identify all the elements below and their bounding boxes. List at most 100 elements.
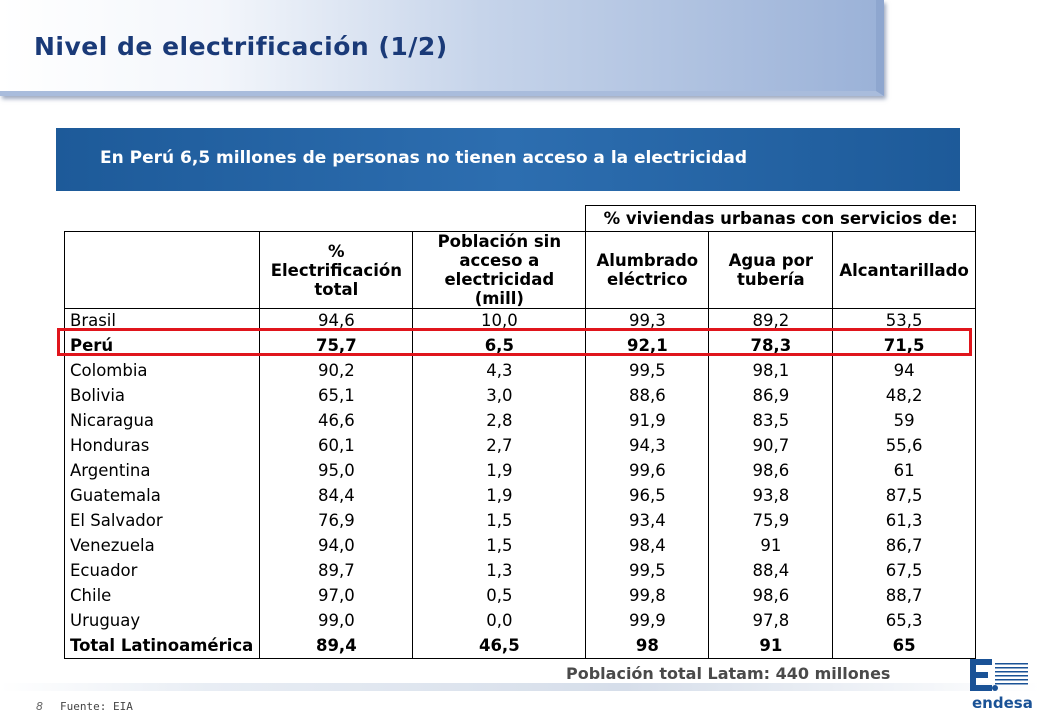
cell-water: 88,4 [708, 558, 834, 584]
cell-electrification: 84,4 [259, 483, 414, 509]
endesa-logo-mark-icon [970, 659, 1028, 691]
cell-country: Uruguay [63, 608, 261, 634]
cell-population: 46,5 [412, 633, 587, 659]
title-banner: Nivel de electrificación (1/2) [0, 0, 884, 96]
table-row: Brasil 94,6 10,0 99,3 89,2 53,5 [63, 308, 976, 334]
cell-water: 98,6 [708, 583, 834, 609]
cell-lighting: 99,6 [585, 458, 710, 484]
cell-water: 91 [708, 633, 834, 659]
page-number: 8 [36, 700, 43, 713]
cell-lighting: 99,8 [585, 583, 710, 609]
cell-sewer: 67,5 [832, 558, 976, 584]
cell-sewer: 65 [832, 633, 976, 659]
cell-electrification: 75,7 [259, 333, 414, 359]
cell-country: Ecuador [63, 558, 261, 584]
cell-water: 93,8 [708, 483, 834, 509]
header-water: Agua por tubería [708, 231, 834, 309]
header-population: Población sin acceso a electricidad (mil… [412, 231, 587, 309]
cell-lighting: 98,4 [585, 533, 710, 559]
cell-country: Total Latinoamérica [63, 633, 261, 659]
cell-population: 0,5 [412, 583, 587, 609]
header-electrification: % Electrificación total [259, 231, 414, 309]
table-row: Argentina 95,0 1,9 99,6 98,6 61 [63, 458, 976, 484]
cell-country: Venezuela [63, 533, 261, 559]
cell-electrification: 89,4 [259, 633, 414, 659]
cell-lighting: 98 [585, 633, 710, 659]
cell-lighting: 99,5 [585, 558, 710, 584]
table-row: Honduras 60,1 2,7 94,3 90,7 55,6 [63, 433, 976, 459]
cell-water: 90,7 [708, 433, 834, 459]
header-water-label: Agua por tubería [728, 251, 814, 289]
cell-country: Chile [63, 583, 261, 609]
headline-text: En Perú 6,5 millones de personas no tien… [100, 148, 748, 168]
cell-water: 78,3 [708, 333, 834, 359]
table-row: Colombia 90,2 4,3 99,5 98,1 94 [63, 358, 976, 384]
cell-sewer: 61,3 [832, 508, 976, 534]
cell-electrification: 95,0 [259, 458, 414, 484]
table-row: El Salvador 76,9 1,5 93,4 75,9 61,3 [63, 508, 976, 534]
page-title: Nivel de electrificación (1/2) [34, 32, 448, 61]
table-row: Venezuela 94,0 1,5 98,4 91 86,7 [63, 533, 976, 559]
cell-lighting: 88,6 [585, 383, 710, 409]
blank-cell [65, 206, 260, 232]
cell-lighting: 93,4 [585, 508, 710, 534]
group-header: % viviendas urbanas con servicios de: [585, 205, 976, 232]
cell-population: 10,0 [412, 308, 587, 334]
cell-sewer: 61 [832, 458, 976, 484]
cell-electrification: 65,1 [259, 383, 414, 409]
cell-population: 6,5 [412, 333, 587, 359]
cell-population: 0,0 [412, 608, 587, 634]
cell-lighting: 99,3 [585, 308, 710, 334]
table-row: Total Latinoamérica 89,4 46,5 98 91 65 [63, 633, 976, 659]
table-row: Perú 75,7 6,5 92,1 78,3 71,5 [63, 333, 976, 359]
cell-country: Colombia [63, 358, 261, 384]
cell-lighting: 94,3 [585, 433, 710, 459]
cell-electrification: 46,6 [259, 408, 414, 434]
cell-electrification: 94,0 [259, 533, 414, 559]
cell-water: 98,6 [708, 458, 834, 484]
cell-population: 1,9 [412, 458, 587, 484]
cell-sewer: 48,2 [832, 383, 976, 409]
endesa-logo: endesa [962, 655, 1033, 715]
cell-population: 1,5 [412, 508, 587, 534]
table-body: Brasil 94,6 10,0 99,3 89,2 53,5 Perú 75,7 6,5 92,… [63, 308, 976, 659]
cell-country: Argentina [63, 458, 261, 484]
cell-population: 1,3 [412, 558, 587, 584]
cell-population: 1,5 [412, 533, 587, 559]
total-population-note: Población total Latam: 440 millones [566, 664, 891, 683]
cell-lighting: 92,1 [585, 333, 710, 359]
cell-sewer: 87,5 [832, 483, 976, 509]
header-sewer: Alcantarillado [832, 231, 976, 309]
blank-cell [412, 205, 587, 232]
cell-country: Perú [63, 333, 261, 359]
cell-country: Brasil [63, 308, 261, 334]
cell-country: Nicaragua [63, 408, 261, 434]
table-row: Nicaragua 46,6 2,8 91,9 83,5 59 [63, 408, 976, 434]
group-header-row: % viviendas urbanas con servicios de: [65, 205, 976, 232]
cell-population: 2,7 [412, 433, 587, 459]
cell-country: Guatemala [63, 483, 261, 509]
cell-water: 98,1 [708, 358, 834, 384]
header-country [63, 231, 261, 309]
cell-electrification: 76,9 [259, 508, 414, 534]
cell-electrification: 94,6 [259, 308, 414, 334]
cell-water: 75,9 [708, 508, 834, 534]
cell-water: 97,8 [708, 608, 834, 634]
cell-water: 91 [708, 533, 834, 559]
cell-population: 4,3 [412, 358, 587, 384]
data-table: % viviendas urbanas con servicios de: % … [63, 205, 976, 659]
table-row: Guatemala 84,4 1,9 96,5 93,8 87,5 [63, 483, 976, 509]
cell-electrification: 90,2 [259, 358, 414, 384]
cell-water: 83,5 [708, 408, 834, 434]
table-row: Uruguay 99,0 0,0 99,9 97,8 65,3 [63, 608, 976, 634]
cell-electrification: 97,0 [259, 583, 414, 609]
cell-country: Bolivia [63, 383, 261, 409]
cell-country: Honduras [63, 433, 261, 459]
cell-country: El Salvador [63, 508, 261, 534]
cell-sewer: 55,6 [832, 433, 976, 459]
cell-sewer: 71,5 [832, 333, 976, 359]
cell-sewer: 65,3 [832, 608, 976, 634]
cell-water: 89,2 [708, 308, 834, 334]
cell-lighting: 99,5 [585, 358, 710, 384]
cell-sewer: 88,7 [832, 583, 976, 609]
